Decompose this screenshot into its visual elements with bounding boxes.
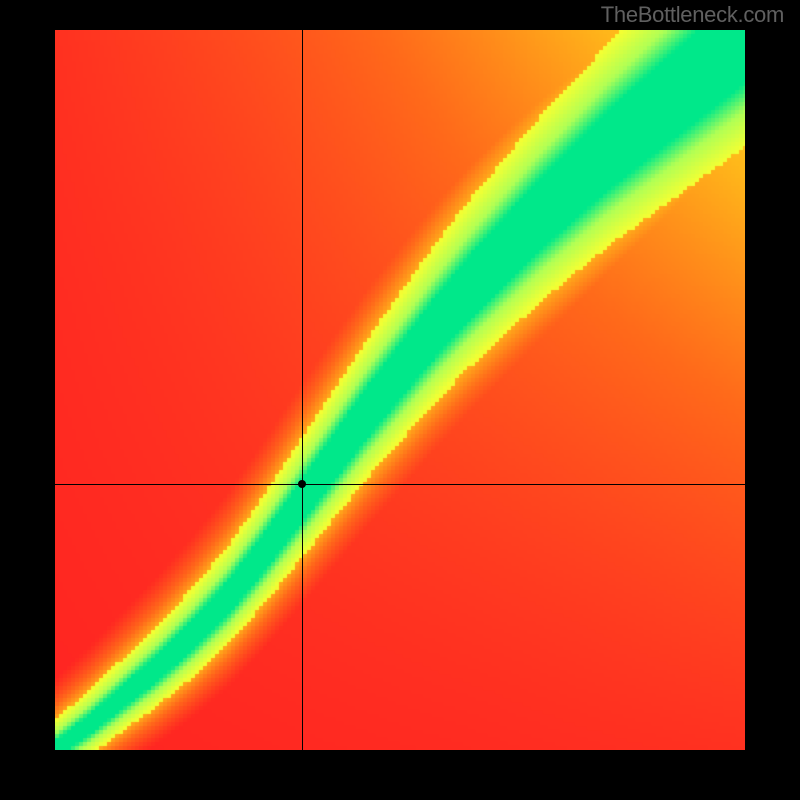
crosshair-vertical xyxy=(302,30,303,750)
crosshair-horizontal xyxy=(55,484,745,485)
crosshair-marker xyxy=(298,480,306,488)
heatmap-plot xyxy=(55,30,745,750)
heatmap-canvas xyxy=(55,30,745,750)
watermark: TheBottleneck.com xyxy=(601,2,784,28)
